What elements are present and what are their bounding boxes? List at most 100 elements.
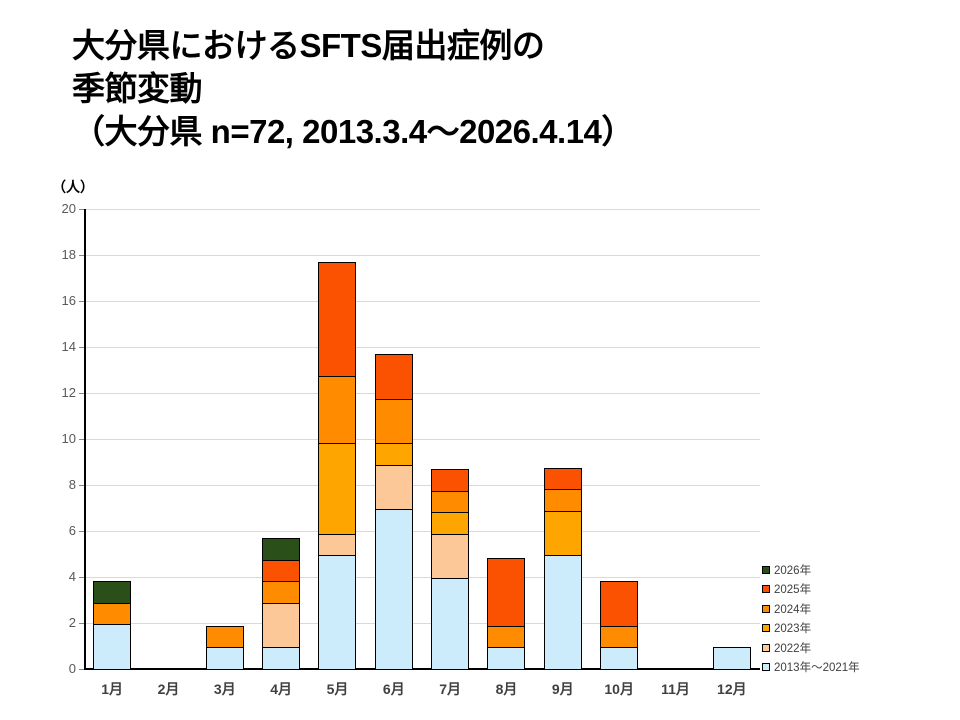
bar-segment[interactable] <box>374 509 413 671</box>
y-axis-tick-mark <box>79 209 84 210</box>
x-axis-tick-label: 7月 <box>439 681 462 697</box>
x-axis-tick-label: 1月 <box>101 681 124 697</box>
y-axis-tick-label: 0 <box>68 661 76 676</box>
bar-segment[interactable] <box>93 624 132 671</box>
title-line-3: （大分県 n=72, 2013.3.4〜2026.4.14） <box>72 113 634 150</box>
y-axis-line <box>84 209 86 669</box>
bar-segment[interactable] <box>374 398 413 445</box>
y-axis-tick-mark <box>79 393 84 394</box>
bar-segment[interactable] <box>262 537 301 561</box>
bar-segment[interactable] <box>431 512 470 536</box>
y-axis-tick-label: 2 <box>68 615 76 630</box>
bar-segment[interactable] <box>431 533 470 580</box>
y-axis-tick-mark <box>79 347 84 348</box>
bar-column[interactable]: 8月 <box>478 209 534 697</box>
chart-container: （人） 0 2 4 6 8 10 12 14 16 18 20 1月 2月 3月 4月 5月 6月 7月 8月 9月… <box>0 175 960 720</box>
bar-column[interactable]: 4月 <box>253 209 309 697</box>
bar-segment[interactable] <box>543 555 582 671</box>
bar-segment[interactable] <box>431 578 470 671</box>
bar-segment[interactable] <box>543 510 582 557</box>
legend-item[interactable]: 2024年 <box>762 599 912 619</box>
stacked-bar[interactable] <box>374 353 413 671</box>
x-axis-tick-label: 4月 <box>270 681 293 697</box>
legend-swatch-icon <box>762 663 770 672</box>
bar-column[interactable]: 6月 <box>366 209 422 697</box>
bar-segment[interactable] <box>262 559 301 583</box>
bar-column[interactable]: 7月 <box>422 209 478 697</box>
legend-item[interactable]: 2023年 <box>762 619 912 639</box>
title-line-1: 大分県におけるSFTS届出症例の <box>72 27 545 64</box>
bar-segment[interactable] <box>600 581 639 628</box>
page-title: 大分県におけるSFTS届出症例の 季節変動 （大分県 n=72, 2013.3.… <box>72 24 932 153</box>
stacked-bar[interactable] <box>431 468 470 671</box>
y-axis-tick-mark <box>79 531 84 532</box>
bar-column[interactable]: 9月 <box>535 209 591 697</box>
y-axis-tick-label: 14 <box>61 339 76 354</box>
stacked-bar[interactable] <box>600 581 639 671</box>
bar-column[interactable]: 12月 <box>704 209 760 697</box>
x-axis-tick-label: 9月 <box>551 681 574 697</box>
stacked-bar[interactable] <box>318 261 357 671</box>
bar-column[interactable]: 10月 <box>591 209 647 697</box>
legend-swatch-icon <box>762 604 770 613</box>
bar-segment[interactable] <box>262 647 301 671</box>
y-axis-tick-mark <box>79 301 84 302</box>
stacked-bar[interactable] <box>487 558 526 671</box>
bar-segment[interactable] <box>262 602 301 649</box>
stacked-bar[interactable] <box>93 581 132 671</box>
bar-column[interactable]: 5月 <box>309 209 365 697</box>
y-axis-tick-labels: 0 2 4 6 8 10 12 14 16 18 20 <box>36 201 76 676</box>
bar-segment[interactable] <box>318 375 357 445</box>
legend-item[interactable]: 2013年〜2021年 <box>762 658 912 678</box>
bar-segment[interactable] <box>262 581 301 605</box>
bar-segment[interactable] <box>487 558 526 628</box>
x-axis-tick-label: 3月 <box>213 681 236 697</box>
title-line-2: 季節変動 <box>72 70 203 107</box>
legend-item-label: 2022年 <box>774 642 812 655</box>
y-axis-tick-mark <box>79 485 84 486</box>
bar-segment[interactable] <box>374 464 413 511</box>
bar-segment[interactable] <box>93 602 132 626</box>
bar-segment[interactable] <box>431 490 470 514</box>
bar-segment[interactable] <box>600 625 639 649</box>
stacked-bar[interactable] <box>543 467 582 671</box>
bar-segment[interactable] <box>543 489 582 513</box>
bar-segment[interactable] <box>431 468 470 492</box>
bar-segment[interactable] <box>318 443 357 536</box>
bar-segment[interactable] <box>205 647 244 671</box>
bar-segment[interactable] <box>318 533 357 557</box>
legend-item-label: 2024年 <box>774 603 812 616</box>
bar-segment[interactable] <box>600 647 639 671</box>
bar-column[interactable]: 3月 <box>197 209 253 697</box>
stacked-bar[interactable] <box>205 625 244 671</box>
bar-column[interactable]: 2月 <box>140 209 196 697</box>
bar-column[interactable]: 11月 <box>647 209 703 697</box>
bar-column[interactable]: 1月 <box>84 209 140 697</box>
bar-segment[interactable] <box>487 625 526 649</box>
bar-segment[interactable] <box>205 625 244 649</box>
stacked-bar[interactable] <box>712 647 751 671</box>
bar-segment[interactable] <box>374 353 413 400</box>
legend-item[interactable]: 2025年 <box>762 580 912 600</box>
bar-segment[interactable] <box>487 647 526 671</box>
legend-item[interactable]: 2026年 <box>762 560 912 580</box>
bar-segment[interactable] <box>543 467 582 491</box>
plot-area: 1月 2月 3月 4月 5月 6月 7月 8月 9月 10月 11月 12月 <box>79 209 760 697</box>
legend-swatch-icon <box>762 624 770 633</box>
bar-segment[interactable] <box>93 581 132 605</box>
bar-segment[interactable] <box>374 443 413 467</box>
y-axis-tick-mark <box>79 669 84 670</box>
y-axis-tick-label: 6 <box>68 523 76 538</box>
y-axis-unit-label: （人） <box>52 179 94 195</box>
gridline <box>84 347 760 348</box>
legend-item-label: 2026年 <box>774 564 812 577</box>
stacked-bar[interactable] <box>262 537 301 671</box>
legend-item[interactable]: 2022年 <box>762 638 912 658</box>
bar-segment[interactable] <box>318 261 357 377</box>
legend-swatch-icon <box>762 565 770 574</box>
bar-segment[interactable] <box>318 555 357 671</box>
y-axis-tick-label: 18 <box>61 247 76 262</box>
bar-segment[interactable] <box>712 647 751 671</box>
gridline <box>84 485 760 486</box>
x-axis-line <box>84 668 760 670</box>
